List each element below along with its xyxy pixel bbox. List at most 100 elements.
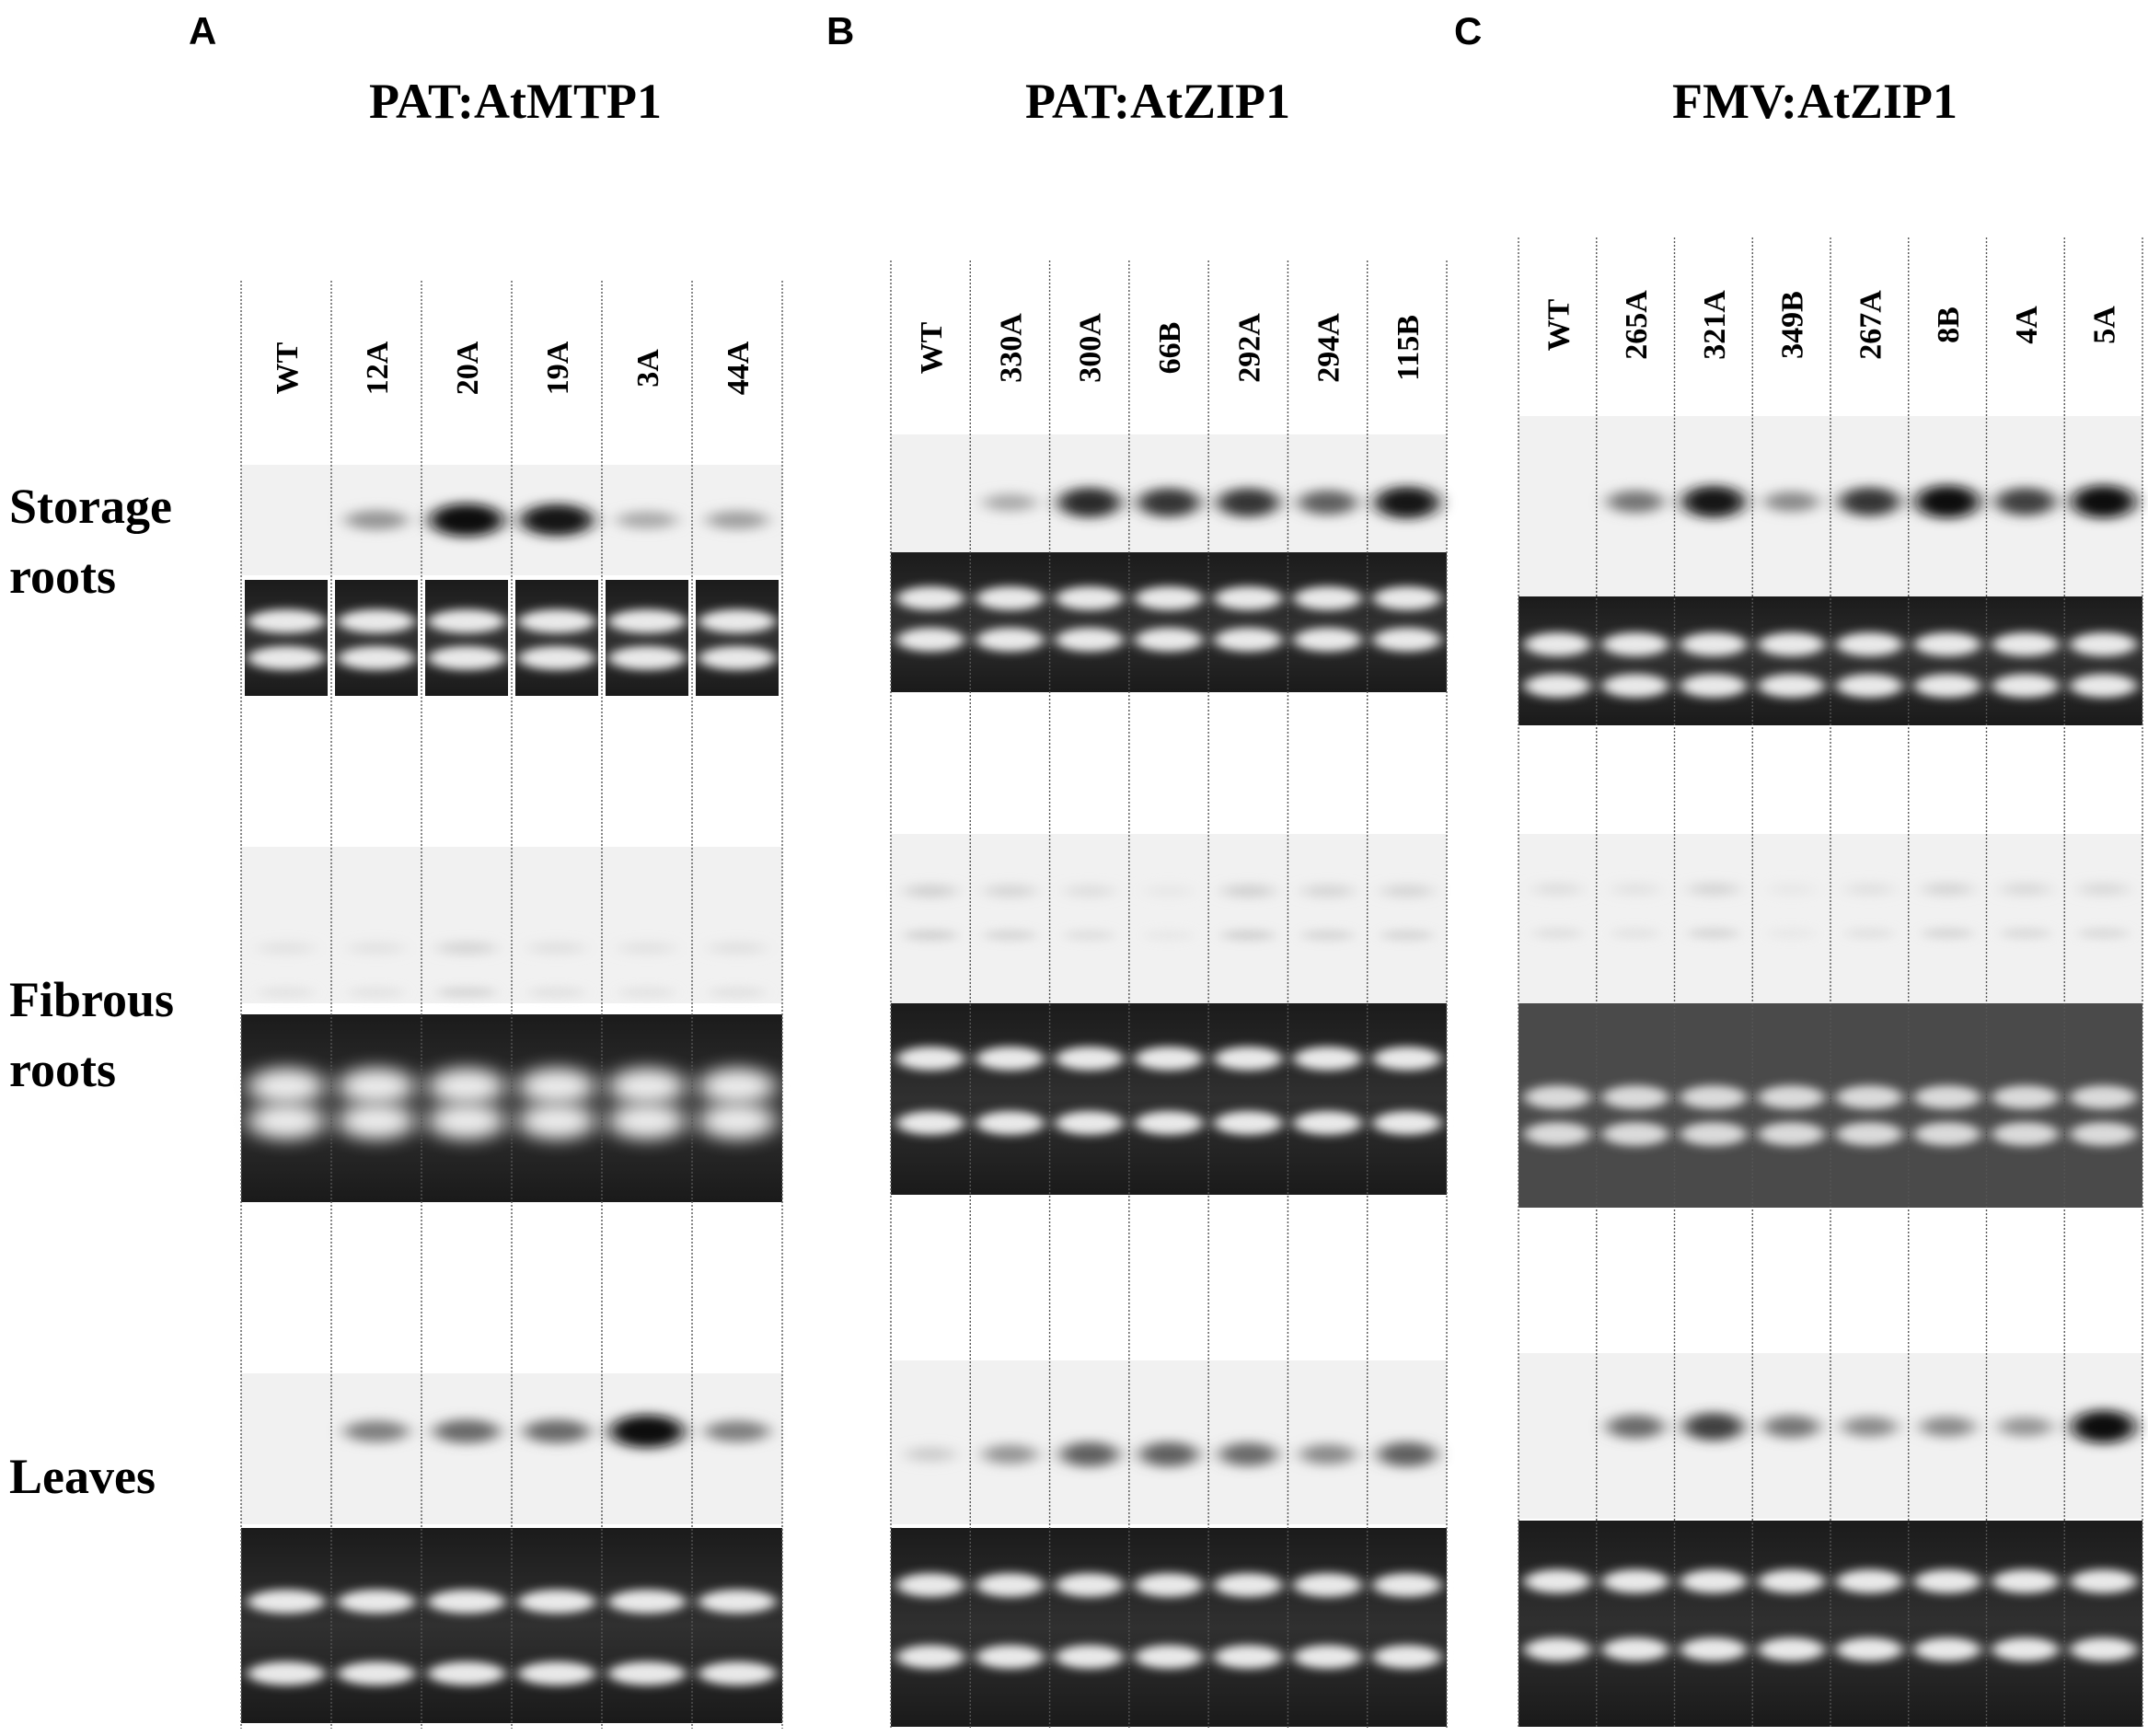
hybridization-band — [436, 943, 497, 954]
hybridization-band — [1611, 884, 1661, 895]
rrna-band — [1055, 1047, 1124, 1071]
rrna-band — [1601, 1569, 1669, 1593]
rrna-band — [607, 609, 687, 633]
hybridization-band — [982, 1444, 1038, 1464]
rrna-band — [1835, 1569, 1903, 1593]
rrna-band — [427, 1068, 506, 1105]
hybridization-band — [1143, 885, 1195, 897]
hybridization-band — [1218, 1441, 1277, 1467]
rrna-band — [976, 1111, 1045, 1135]
rrna-band — [1372, 1645, 1441, 1669]
hybridization-band — [527, 943, 586, 954]
hybridization-band — [1139, 1441, 1198, 1467]
hybridization-band — [705, 1420, 769, 1442]
hybridization-band — [344, 1420, 409, 1442]
row-label-leaves: Leaves — [9, 1449, 156, 1504]
hybridization-band — [706, 510, 768, 530]
rrna-band — [1523, 1085, 1591, 1109]
hybridization-band — [433, 1418, 500, 1444]
gel-strip — [891, 1003, 1447, 1195]
rrna-band — [247, 609, 326, 633]
hybridization-band — [903, 885, 958, 897]
rrna-band — [1293, 1111, 1362, 1135]
rrna-band — [517, 1103, 596, 1140]
rrna-band — [427, 646, 506, 670]
lane-label: 4A — [2010, 306, 2044, 344]
hybridization-band — [524, 1418, 590, 1444]
lane-label: 349B — [1776, 291, 1810, 359]
hybridization-band — [2077, 884, 2130, 895]
rrna-band — [976, 1573, 1045, 1597]
rrna-band — [247, 646, 326, 670]
rrna-band — [1680, 1122, 1748, 1146]
hybridization-band — [1842, 1416, 1898, 1438]
hybridization-band — [1300, 885, 1355, 897]
rrna-band — [607, 646, 687, 670]
gel-strip — [891, 1528, 1447, 1727]
hybridization-band — [1380, 885, 1434, 897]
hybridization-band-lower — [708, 987, 767, 998]
gel-lane — [696, 580, 779, 696]
gel-lane — [335, 580, 418, 696]
rrna-band — [1372, 1047, 1441, 1071]
rrna-band — [1758, 1085, 1826, 1109]
lane-label: 66B — [1153, 322, 1187, 375]
hybridization-band — [1683, 1412, 1744, 1441]
rrna-band — [517, 1068, 596, 1105]
rrna-band — [1134, 1645, 1204, 1669]
gel-lane — [245, 580, 328, 696]
hybridization-band — [429, 503, 504, 537]
hybridization-band — [1607, 490, 1664, 514]
rrna-band — [1758, 1638, 1826, 1661]
lane-label: 19A — [541, 341, 575, 395]
rrna-band — [1523, 1569, 1591, 1593]
rrna-band — [1214, 1111, 1283, 1135]
rrna-band — [1680, 632, 1748, 656]
rrna-band — [1601, 1085, 1669, 1109]
rrna-band — [1293, 628, 1362, 652]
blot-leaves — [891, 1360, 1447, 1727]
rrna-band — [896, 628, 965, 652]
rrna-band — [1055, 628, 1124, 652]
rrna-band — [1835, 674, 1903, 698]
hybridization-band-lower — [1611, 928, 1661, 939]
hybridization-band — [1681, 485, 1746, 518]
rrna-band — [517, 1661, 596, 1685]
lane-label: 5A — [2088, 306, 2122, 344]
rrna-band — [607, 1661, 687, 1685]
hybridization-band-lower — [903, 930, 958, 941]
rrna-band — [337, 1590, 416, 1614]
rrna-band — [1992, 1569, 2060, 1593]
rrna-band — [1293, 1047, 1362, 1071]
lane-label: 294A — [1312, 313, 1346, 383]
hybridization-band-lower — [1531, 928, 1583, 939]
hybridization-band — [1217, 488, 1279, 517]
blot-storage-roots — [891, 434, 1447, 692]
lane-label: WT — [271, 341, 305, 394]
hybridization-band-lower — [983, 930, 1037, 941]
rrna-band — [698, 1103, 777, 1140]
probe-strip — [891, 834, 1447, 1003]
hybridization-band-lower — [1921, 928, 1974, 939]
panel-a: A PAT:AtMTP1 WT 12A 20A 19A 3A 44A — [189, 9, 783, 1729]
hybridization-band — [1607, 1414, 1665, 1440]
hybridization-band — [1299, 1443, 1356, 1465]
rrna-band — [1523, 1638, 1591, 1661]
rrna-band — [1913, 674, 1981, 698]
rrna-band — [1680, 1085, 1748, 1109]
panel-letter: B — [826, 9, 854, 52]
rrna-band — [1913, 1122, 1981, 1146]
hybridization-band — [1374, 486, 1439, 519]
rrna-band — [1134, 1047, 1204, 1071]
rrna-band — [1601, 632, 1669, 656]
rrna-band — [1372, 1111, 1441, 1135]
rrna-band — [1835, 1638, 1903, 1661]
rrna-band — [337, 1103, 416, 1140]
panel-b: B PAT:AtZIP1 WT 330A 300A 66B 292A 294A 115B — [826, 9, 1448, 1729]
rrna-band — [1214, 1573, 1283, 1597]
lane-label: 44A — [722, 341, 756, 395]
rrna-band — [427, 1103, 506, 1140]
rrna-band — [1758, 674, 1826, 698]
rrna-band — [1913, 1569, 1981, 1593]
rrna-band — [1134, 1111, 1204, 1135]
